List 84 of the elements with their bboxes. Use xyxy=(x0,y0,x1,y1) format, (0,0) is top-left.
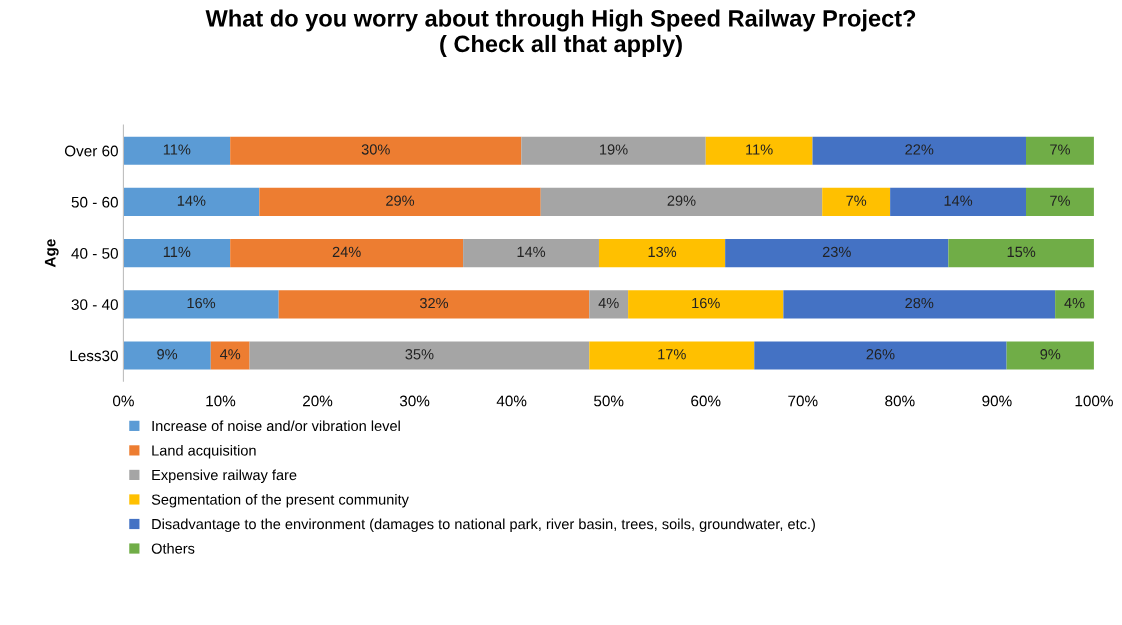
bar xyxy=(259,187,541,217)
x-tick-label: 50% xyxy=(594,395,624,407)
data-label: 24% xyxy=(332,246,361,257)
bar xyxy=(123,239,231,268)
data-label: 14% xyxy=(517,246,546,257)
data-label: 28% xyxy=(905,297,934,309)
bar xyxy=(783,290,1056,319)
data-label: 7% xyxy=(1050,195,1070,206)
data-label: 11% xyxy=(746,144,773,155)
data-label: 16% xyxy=(692,297,720,309)
data-label: 29% xyxy=(667,195,696,206)
bar xyxy=(210,341,250,370)
bar xyxy=(725,239,949,268)
data-label: 30% xyxy=(361,144,390,155)
data-label: 14% xyxy=(944,195,973,206)
bar xyxy=(589,341,755,370)
bar xyxy=(123,187,260,217)
legend-label: Increase of noise and/or vibration level xyxy=(152,420,400,432)
data-label: 23% xyxy=(822,246,851,258)
legend-label: Others xyxy=(151,543,195,554)
data-label: 4% xyxy=(598,297,619,309)
bar xyxy=(598,239,726,268)
x-tick-label: 0% xyxy=(112,395,134,407)
data-label: 13% xyxy=(648,246,677,258)
data-label: 29% xyxy=(386,195,415,206)
bar xyxy=(463,239,599,268)
bar xyxy=(249,341,590,370)
bar xyxy=(123,341,211,370)
legend-label: Expensive railway fare xyxy=(152,469,297,484)
bar xyxy=(822,187,891,217)
y-tick-label: 50 - 60 xyxy=(71,196,118,208)
x-tick-label: 70% xyxy=(788,395,818,407)
x-tick-label: 10% xyxy=(206,395,236,407)
x-tick-label: 40% xyxy=(496,395,527,407)
x-tick-label: 80% xyxy=(885,395,915,407)
data-label: 4% xyxy=(219,349,241,360)
bar xyxy=(754,341,1007,370)
data-label: 4% xyxy=(1064,297,1085,309)
bar xyxy=(1055,290,1094,319)
bar xyxy=(540,187,823,217)
data-label: 15% xyxy=(1007,246,1036,258)
bar xyxy=(123,290,279,319)
data-label: 17% xyxy=(658,349,686,360)
bar xyxy=(230,136,522,165)
x-tick-label: 90% xyxy=(982,395,1012,407)
bar xyxy=(589,290,629,319)
y-tick-label: 40 - 50 xyxy=(71,247,118,259)
data-label: 32% xyxy=(419,297,449,309)
bar xyxy=(1006,341,1094,370)
bar xyxy=(1026,136,1094,165)
x-tick-label: 60% xyxy=(691,395,721,407)
data-label: 19% xyxy=(600,144,628,155)
bar xyxy=(705,136,813,165)
y-tick-label: Over 60 xyxy=(64,145,118,157)
data-label: 11% xyxy=(163,246,191,257)
data-label: 35% xyxy=(405,349,434,360)
bar xyxy=(628,290,784,319)
bar xyxy=(521,136,706,165)
x-tick-label: 30% xyxy=(399,395,430,407)
legend-label: Disadvantage to the environment (damages to national park, river basin, trees, soils, groundwater, etc.) xyxy=(152,518,815,533)
bar xyxy=(123,136,231,165)
data-label: 22% xyxy=(905,144,934,155)
data-label: 11% xyxy=(163,144,191,155)
y-axis-title: Age xyxy=(44,239,59,268)
bar xyxy=(278,290,590,319)
legend-label: Segmentation of the present community xyxy=(151,493,409,508)
y-tick-label: 30 - 40 xyxy=(71,299,118,311)
data-label: 16% xyxy=(187,297,216,309)
data-label: 9% xyxy=(157,349,178,360)
legend-label: Land acquisition xyxy=(152,444,256,459)
data-label: 26% xyxy=(866,349,895,360)
bar xyxy=(948,239,1094,268)
data-label: 14% xyxy=(177,195,206,206)
bar xyxy=(890,187,1027,217)
y-tick-label: Less30 xyxy=(70,350,118,362)
bar xyxy=(230,239,464,268)
x-tick-label: 100% xyxy=(1075,395,1113,407)
bar xyxy=(1026,187,1094,217)
data-label: 7% xyxy=(846,195,867,206)
x-tick-label: 20% xyxy=(303,395,333,407)
chart-title: What do you worry about through High Speed Railway Project? ( Check all that apply) xyxy=(205,9,916,57)
data-label: 7% xyxy=(1050,144,1070,155)
data-label: 9% xyxy=(1040,349,1061,360)
bar xyxy=(812,136,1027,165)
